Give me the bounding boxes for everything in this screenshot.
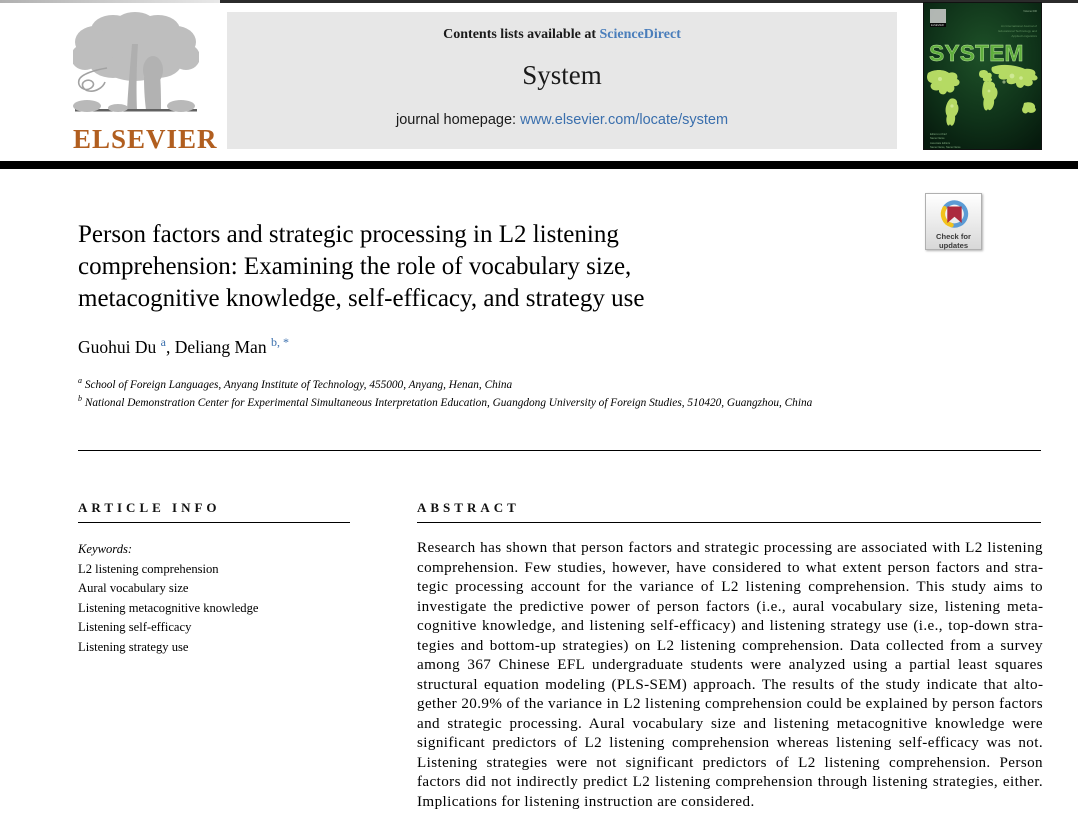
svg-text:Educational Technology and: Educational Technology and xyxy=(998,29,1037,33)
svg-text:An International Journal of: An International Journal of xyxy=(1001,24,1037,28)
svg-text:ELSEVIER: ELSEVIER xyxy=(931,23,944,27)
svg-text:SYSTEM: SYSTEM xyxy=(929,40,1024,66)
svg-text:Associate Editors: Associate Editors xyxy=(930,141,951,145)
svg-text:Editor-in-Chief: Editor-in-Chief xyxy=(930,132,947,136)
svg-text:Volume 000: Volume 000 xyxy=(1023,9,1037,13)
svg-text:Applied Linguistics: Applied Linguistics xyxy=(1011,34,1037,38)
svg-text:Name Name, Name Name: Name Name, Name Name xyxy=(930,145,961,149)
svg-text:Name Name: Name Name xyxy=(930,136,945,140)
